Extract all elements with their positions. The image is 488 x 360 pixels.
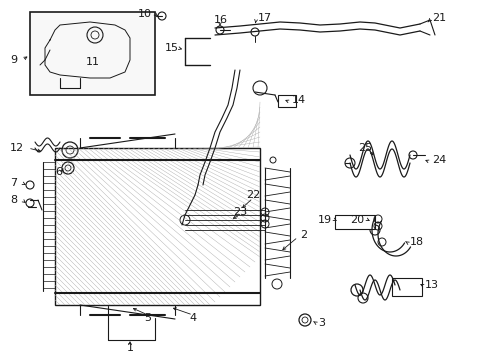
Bar	[278, 95, 295, 107]
Text: 4: 4	[189, 313, 196, 323]
Text: 15: 15	[164, 43, 179, 53]
Text: 13: 13	[424, 280, 438, 290]
Text: 2: 2	[299, 230, 306, 240]
Text: 3: 3	[317, 318, 325, 328]
Text: 11: 11	[86, 57, 100, 67]
Text: 17: 17	[258, 13, 271, 23]
Text: 10: 10	[138, 9, 152, 19]
Text: 5: 5	[144, 313, 151, 323]
Text: 8: 8	[10, 195, 17, 205]
Bar	[391, 278, 421, 296]
Text: 21: 21	[431, 13, 445, 23]
Text: 7: 7	[10, 178, 17, 188]
Text: 18: 18	[409, 237, 423, 247]
Text: 1: 1	[126, 343, 133, 353]
Text: 25: 25	[357, 143, 371, 153]
Text: 14: 14	[291, 95, 305, 105]
Text: 16: 16	[214, 15, 227, 25]
Text: 20: 20	[349, 215, 364, 225]
Bar	[334, 215, 374, 229]
Text: 6: 6	[55, 167, 62, 177]
Text: 12: 12	[10, 143, 24, 153]
Text: 9: 9	[10, 55, 17, 65]
Text: 19: 19	[317, 215, 331, 225]
Text: 24: 24	[431, 155, 446, 165]
Text: 23: 23	[232, 207, 246, 217]
Bar	[30, 12, 155, 95]
Bar	[55, 148, 260, 305]
Text: 22: 22	[245, 190, 260, 200]
